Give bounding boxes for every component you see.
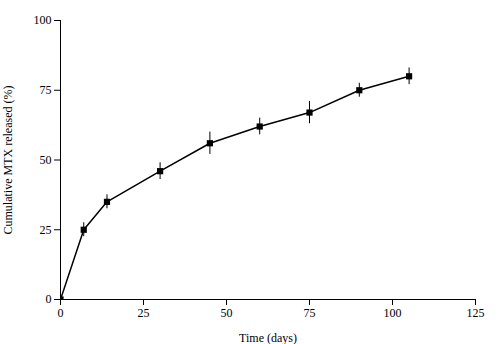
svg-text:100: 100	[34, 13, 52, 27]
svg-text:0: 0	[58, 306, 64, 320]
svg-text:25: 25	[40, 223, 52, 237]
svg-text:25: 25	[138, 306, 150, 320]
svg-text:50: 50	[40, 153, 52, 167]
svg-text:Cumulative MTX released (%): Cumulative MTX released (%)	[1, 86, 15, 235]
svg-text:75: 75	[304, 306, 316, 320]
svg-text:75: 75	[40, 83, 52, 97]
svg-text:0: 0	[46, 292, 52, 306]
svg-text:100: 100	[384, 306, 402, 320]
svg-text:50: 50	[221, 306, 233, 320]
svg-text:Time (days): Time (days)	[239, 331, 297, 344]
svg-text:125: 125	[467, 306, 485, 320]
